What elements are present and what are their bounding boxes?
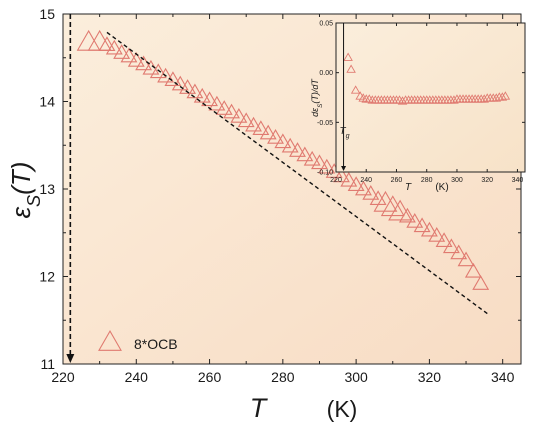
data-point — [333, 167, 350, 183]
data-point — [420, 221, 438, 237]
data-point — [274, 133, 292, 149]
x-tick-label: 280 — [271, 369, 295, 385]
data-point — [127, 52, 145, 67]
data-point — [398, 207, 416, 223]
y-axis-title: εS(T) — [6, 162, 44, 219]
data-point — [259, 124, 277, 140]
data-point — [215, 100, 233, 115]
inset-plot: 220 240 260 280 300 320 340 0.05 0.00 -0.05 -0.10 T… — [310, 21, 526, 193]
data-point — [105, 39, 123, 55]
data-point — [179, 79, 197, 94]
data-point — [303, 150, 321, 166]
y-tick-label: 13 — [39, 181, 55, 197]
data-point — [472, 275, 490, 290]
legend-label: 8*OCB — [134, 336, 178, 352]
data-point — [186, 83, 204, 99]
inset-data-point — [346, 64, 356, 73]
data-point — [296, 146, 314, 162]
inset-x-tick-label: 320 — [481, 177, 493, 184]
data-point — [388, 199, 413, 221]
inset-frame — [335, 22, 526, 173]
x-tick-label: 340 — [491, 369, 515, 385]
data-point — [318, 158, 336, 174]
data-point — [252, 120, 270, 136]
data-point — [208, 95, 226, 111]
data-point — [380, 195, 405, 217]
inset-x-tick-label: 280 — [421, 177, 433, 184]
inset-data-point — [350, 85, 361, 94]
inset-y-tick-label: 0.05 — [319, 21, 333, 28]
data-point — [245, 116, 262, 132]
inset-tg-label: Tg — [340, 126, 350, 140]
x-tick-label: 300 — [344, 369, 368, 385]
inset-data-point — [397, 96, 408, 105]
inset-data-point — [497, 92, 508, 101]
inset-x-tick-label: 300 — [451, 177, 463, 184]
x-tick-label: 240 — [125, 369, 149, 385]
inset-y-axis-title: dεS(T)/dT — [310, 78, 324, 117]
inset-y-tick-label: 0.00 — [319, 70, 333, 77]
fit-line — [106, 31, 489, 315]
inset-x-tick-label: 260 — [391, 177, 403, 184]
y-tick-label: 14 — [39, 94, 55, 110]
data-point — [442, 238, 460, 254]
data-point — [120, 47, 138, 63]
data-point — [230, 108, 248, 123]
inset-data-point — [479, 94, 489, 103]
inset-x-axis-title: T — [405, 182, 412, 193]
inset-data-point — [449, 95, 459, 104]
data-point — [223, 103, 240, 119]
data-point — [281, 137, 299, 153]
inset-y-tick-label: -0.10 — [317, 170, 333, 177]
inset-x-tick-label: 240 — [360, 177, 372, 184]
y-tick-label: 15 — [39, 6, 55, 22]
x-axis-unit: (K) — [327, 396, 358, 422]
x-tick-label: 220 — [51, 369, 75, 385]
x-tick-label: 320 — [418, 369, 442, 385]
data-point — [340, 171, 358, 187]
tg-arrow-head — [66, 354, 75, 363]
data-point — [435, 232, 453, 248]
data-point — [193, 87, 211, 103]
data-point — [135, 55, 153, 71]
inset-y-tick-label: -0.05 — [317, 120, 333, 127]
data-point — [157, 67, 175, 83]
inset-data-point — [491, 93, 502, 102]
data-point — [450, 244, 468, 260]
x-axis-title: T — [250, 393, 269, 423]
inset-data-point — [343, 52, 353, 61]
data-point — [428, 227, 446, 242]
data-point — [464, 262, 482, 278]
data-point — [237, 112, 255, 128]
inset-tg-arrow-head — [341, 166, 347, 171]
data-point — [354, 180, 372, 196]
data-point — [373, 190, 398, 212]
data-point — [98, 36, 116, 52]
data-point — [149, 63, 167, 79]
inset-x-tick-label: 340 — [512, 177, 524, 184]
y-tick-label: 12 — [39, 269, 55, 285]
data-point — [413, 217, 431, 233]
data-point — [267, 129, 284, 144]
data-point — [289, 142, 306, 157]
data-point — [113, 44, 131, 59]
inset-data-point — [500, 91, 511, 100]
data-point — [457, 251, 475, 267]
x-tick-label: 260 — [198, 369, 222, 385]
data-point — [347, 176, 365, 192]
data-point — [406, 213, 424, 228]
data-point — [201, 91, 219, 107]
y-tick-label: 11 — [40, 356, 55, 372]
inset-x-tick-label: 220 — [330, 177, 342, 184]
legend-marker — [98, 330, 122, 351]
inset-x-axis-unit: (K) — [435, 182, 448, 193]
data-point — [311, 154, 328, 170]
data-point — [362, 185, 380, 200]
